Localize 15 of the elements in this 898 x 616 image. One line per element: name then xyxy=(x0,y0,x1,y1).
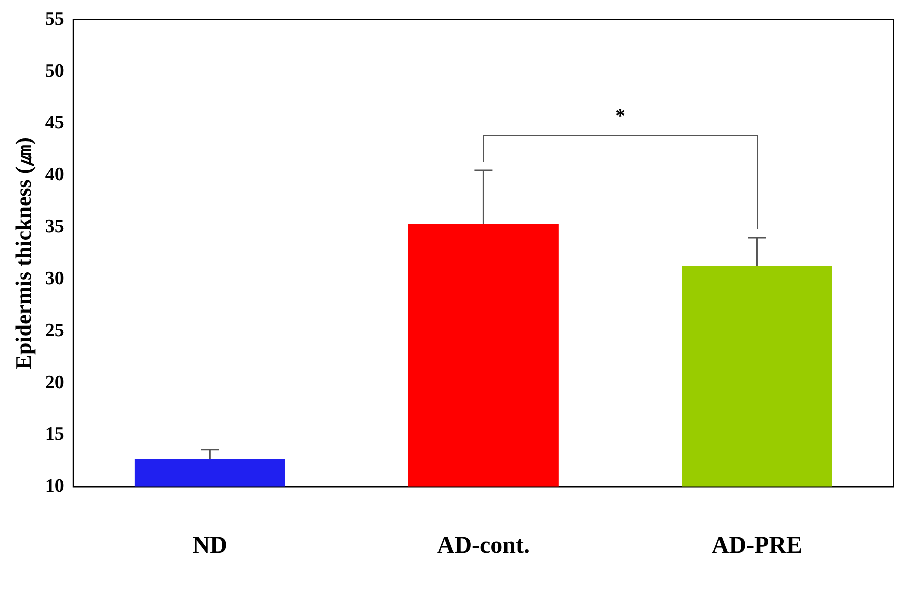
y-axis-title: Epidermis thickness (㎛) xyxy=(10,137,36,370)
y-tick-label: 50 xyxy=(45,60,64,82)
y-tick-label: 20 xyxy=(45,372,64,394)
y-tick-label: 40 xyxy=(45,164,64,186)
y-tick-label: 15 xyxy=(45,424,64,446)
y-tick-label: 45 xyxy=(45,112,64,134)
annotation: * xyxy=(615,106,626,128)
y-tick-label: 10 xyxy=(45,476,64,498)
y-tick-label: 25 xyxy=(45,320,64,342)
y-tick-label: 55 xyxy=(45,8,64,30)
y-tick-label: 35 xyxy=(45,216,64,238)
x-tick-label: ND xyxy=(192,532,228,559)
x-tick-label: AD-PRE xyxy=(712,532,803,559)
x-tick-label: AD-cont. xyxy=(437,532,530,559)
y-tick-label: 30 xyxy=(45,268,64,290)
